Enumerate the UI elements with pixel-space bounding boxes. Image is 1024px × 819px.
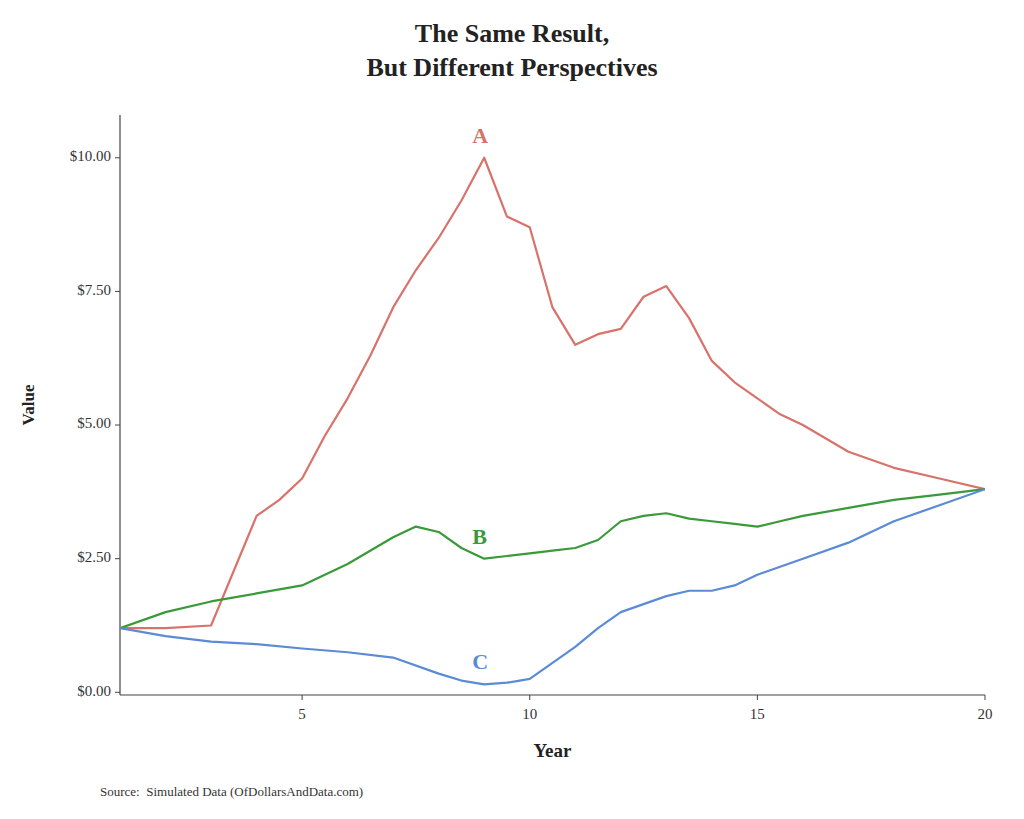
- y-tick-label: $2.50: [77, 549, 111, 565]
- y-tick: [115, 425, 120, 426]
- y-axis-line: [119, 115, 120, 695]
- chart: The Same Result, But Different Perspectiv…: [0, 0, 1024, 819]
- x-tick-label: 10: [522, 706, 537, 722]
- y-axis-label: Value: [19, 384, 38, 425]
- source: Source: Simulated Data (OfDollarsAndData…: [100, 784, 363, 799]
- x-tick-label: 20: [978, 706, 993, 722]
- series-label: A: [472, 123, 488, 148]
- x-tick-label: 15: [750, 706, 765, 722]
- y-tick-label: $10.00: [70, 148, 111, 164]
- series-line: [120, 489, 985, 628]
- title: The Same Result, But Different Perspectiv…: [366, 19, 657, 82]
- y-tick-label: $0.00: [77, 683, 111, 699]
- title-line: But Different Perspectives: [366, 53, 657, 82]
- series-line: [120, 489, 985, 684]
- x-tick: [302, 695, 303, 700]
- y-tick-label: $5.00: [77, 415, 111, 431]
- y-tick: [115, 157, 120, 158]
- x-axis-label: Year: [534, 740, 573, 761]
- x-tick: [757, 695, 758, 700]
- series-label: B: [472, 524, 487, 549]
- y-tick: [115, 291, 120, 292]
- x-tick-label: 5: [298, 706, 306, 722]
- x-axis-line: [120, 694, 985, 695]
- lines: [120, 158, 985, 685]
- series-label: C: [472, 649, 488, 674]
- x-tick: [529, 695, 530, 700]
- x-tick: [985, 695, 986, 700]
- y-tick: [115, 558, 120, 559]
- y-tick-label: $7.50: [77, 282, 111, 298]
- title-line: The Same Result,: [415, 19, 609, 48]
- series-line: [120, 158, 985, 628]
- y-tick: [115, 692, 120, 693]
- background: [0, 0, 1024, 819]
